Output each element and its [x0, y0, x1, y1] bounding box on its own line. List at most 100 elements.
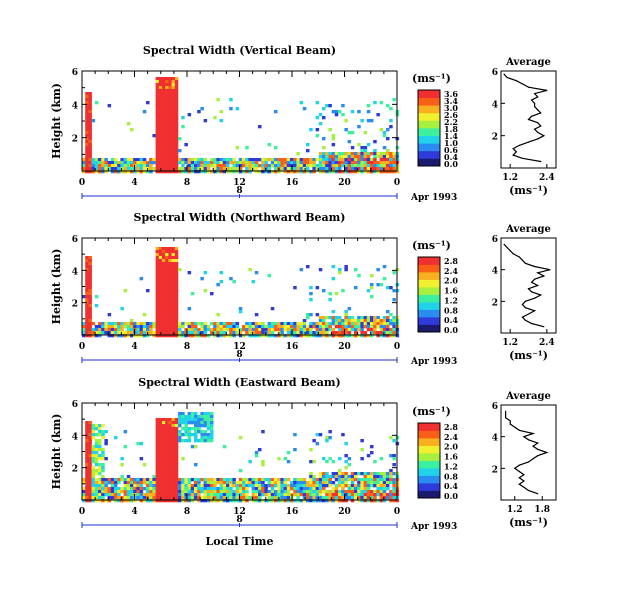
heatmap-cell [386, 164, 390, 168]
x-tick-label: 8 [184, 178, 190, 188]
heatmap-cell [238, 158, 243, 162]
heatmap-cell [91, 451, 96, 455]
heatmap-cell [286, 164, 291, 168]
heatmap-cell [389, 167, 393, 171]
heatmap-cell [184, 433, 188, 437]
heatmap-cell [363, 493, 368, 497]
x-axis-label: Local Time [206, 535, 274, 548]
heatmap-cell [302, 496, 307, 500]
heatmap-cell [210, 439, 214, 443]
heatmap-cell [299, 499, 304, 503]
heatmap-cell [258, 322, 262, 326]
heatmap-cell [392, 155, 396, 159]
heatmap-cell [187, 433, 192, 437]
heatmap-cell [165, 424, 169, 428]
heatmap-cell [328, 161, 332, 165]
heatmap-cell [152, 161, 156, 165]
average-x-tick-label: 1.2 [502, 173, 518, 183]
heatmap-cell [88, 496, 92, 500]
heatmap-cell [322, 161, 326, 165]
heatmap-cell [162, 448, 166, 452]
heatmap-cell [174, 439, 179, 443]
heatmap-cell [107, 313, 112, 317]
heatmap-cell [162, 328, 166, 332]
heatmap-cell [107, 487, 112, 491]
heatmap-cell [379, 128, 384, 132]
heatmap-cell [85, 496, 89, 500]
heatmap-cell [85, 460, 89, 464]
heatmap-cell [322, 146, 326, 150]
heatmap-cell [168, 286, 172, 290]
heatmap-cell [181, 493, 185, 497]
heatmap-cell [379, 490, 384, 494]
heatmap-cell [165, 167, 169, 171]
heatmap-cell [312, 478, 316, 482]
heatmap-cell [165, 104, 169, 108]
heatmap-cell [267, 496, 272, 500]
heatmap-cell [328, 325, 332, 329]
heatmap-cell [222, 478, 227, 482]
heatmap-cell [264, 334, 268, 338]
average-profile-point [534, 128, 536, 130]
heatmap-cell [190, 445, 195, 449]
heatmap-cell [363, 152, 368, 156]
heatmap-cell [174, 250, 179, 254]
colorbar-tick-label: 0.4 [444, 152, 458, 162]
heatmap-cell [104, 325, 108, 329]
heatmap-cell [168, 277, 172, 281]
heatmap-cell [104, 167, 108, 171]
heatmap-cell [158, 274, 163, 278]
heatmap-cell [318, 161, 323, 165]
heatmap-cell [325, 158, 329, 162]
heatmap-cell [334, 113, 339, 117]
heatmap-cell [165, 328, 169, 332]
heatmap-cell [357, 274, 361, 278]
heatmap-cell [110, 167, 115, 171]
heatmap-cell [139, 158, 144, 162]
heatmap-cell [274, 167, 278, 171]
heatmap-cell [229, 107, 233, 111]
heatmap-cell [101, 170, 105, 174]
heatmap-cell [171, 301, 176, 305]
average-profile-point [546, 451, 548, 454]
heatmap-cell [181, 116, 185, 120]
heatmap-cell [136, 164, 140, 168]
heatmap-cell [171, 247, 176, 251]
heatmap-cell [373, 499, 377, 503]
heatmap-cell [245, 146, 249, 150]
heatmap-cell [341, 152, 345, 156]
heatmap-cell [104, 487, 108, 491]
heatmap-cell [283, 164, 288, 168]
heatmap-cell [168, 439, 172, 443]
heatmap-cell [194, 167, 198, 171]
heatmap-cell [373, 493, 377, 497]
heatmap-cell [162, 164, 166, 168]
heatmap-cell [171, 466, 176, 470]
heatmap-cell [280, 322, 284, 326]
heatmap-cell [158, 131, 163, 135]
heatmap-cell [315, 487, 320, 491]
heatmap-cell [85, 283, 89, 287]
x-tick-label: 4 [131, 342, 137, 352]
heatmap-cell [347, 164, 352, 168]
heatmap-cell [126, 499, 131, 503]
heatmap-cell [312, 325, 316, 329]
heatmap-cell [206, 164, 211, 168]
heatmap-cell [235, 496, 240, 500]
heatmap-cell [174, 83, 179, 87]
heatmap-cell [171, 158, 176, 162]
heatmap-cell [165, 325, 169, 329]
heatmap-cell [117, 161, 121, 165]
heatmap-cell [91, 484, 96, 488]
heatmap-cell [171, 122, 176, 126]
heatmap-cell [389, 313, 393, 317]
heatmap-cell [85, 304, 89, 308]
heatmap-cell [363, 334, 368, 338]
heatmap-cell [149, 167, 153, 171]
heatmap-cell [104, 170, 108, 174]
heatmap-cell [197, 158, 201, 162]
heatmap-cell [334, 499, 339, 503]
heatmap-cell [382, 155, 387, 159]
heatmap-cell [261, 484, 265, 488]
heatmap-cell [363, 472, 368, 476]
